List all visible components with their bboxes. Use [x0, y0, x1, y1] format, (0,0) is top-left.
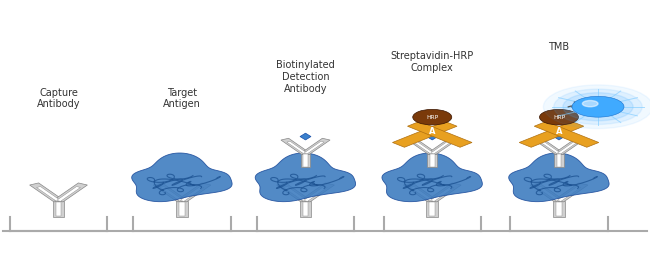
Bar [300, 153, 311, 167]
Polygon shape [382, 153, 482, 202]
Text: TMB: TMB [549, 42, 569, 52]
Text: HRP: HRP [553, 115, 565, 120]
Polygon shape [428, 138, 457, 154]
Polygon shape [404, 183, 437, 202]
Polygon shape [540, 141, 561, 154]
Polygon shape [430, 187, 454, 201]
Bar [430, 154, 435, 167]
Bar [300, 201, 311, 217]
Polygon shape [557, 141, 578, 154]
Text: Streptavidin-HRP
Complex: Streptavidin-HRP Complex [391, 51, 474, 73]
Bar [303, 154, 308, 167]
Polygon shape [281, 138, 309, 154]
Text: A: A [556, 127, 562, 136]
Polygon shape [255, 153, 356, 202]
Polygon shape [301, 183, 334, 202]
Text: HRP: HRP [426, 115, 438, 120]
Polygon shape [427, 133, 437, 140]
Polygon shape [54, 183, 87, 202]
Text: A: A [429, 127, 436, 136]
Polygon shape [519, 121, 584, 147]
Bar [427, 153, 437, 167]
Bar [554, 153, 564, 167]
Text: Target
Antigen: Target Antigen [163, 88, 201, 109]
Bar [176, 201, 188, 217]
Bar [553, 201, 565, 217]
Polygon shape [302, 138, 330, 154]
Polygon shape [554, 133, 564, 140]
Circle shape [413, 109, 452, 125]
Polygon shape [277, 183, 310, 202]
Polygon shape [160, 187, 184, 201]
Polygon shape [413, 141, 434, 154]
Circle shape [543, 85, 650, 129]
Polygon shape [393, 121, 457, 147]
Bar [55, 202, 61, 216]
Polygon shape [180, 187, 204, 201]
Bar [179, 202, 185, 216]
Polygon shape [534, 138, 563, 154]
Polygon shape [300, 133, 311, 140]
Polygon shape [177, 183, 211, 202]
Polygon shape [304, 141, 324, 154]
Polygon shape [30, 183, 63, 202]
Circle shape [572, 96, 624, 117]
Polygon shape [408, 138, 436, 154]
Polygon shape [530, 183, 564, 202]
Circle shape [554, 89, 642, 125]
Circle shape [540, 109, 578, 125]
Polygon shape [555, 138, 584, 154]
Polygon shape [287, 141, 307, 154]
Bar [53, 201, 64, 217]
Polygon shape [430, 141, 451, 154]
Polygon shape [283, 187, 307, 201]
Polygon shape [534, 121, 599, 147]
Bar [556, 202, 562, 216]
Polygon shape [408, 121, 472, 147]
Bar [426, 201, 438, 217]
Polygon shape [554, 183, 588, 202]
Polygon shape [557, 187, 581, 201]
Polygon shape [410, 187, 434, 201]
Polygon shape [132, 153, 232, 202]
Text: Capture
Antibody: Capture Antibody [37, 88, 80, 109]
Text: Biotinylated
Detection
Antibody: Biotinylated Detection Antibody [276, 60, 335, 94]
Polygon shape [428, 183, 461, 202]
Polygon shape [153, 183, 187, 202]
Circle shape [563, 93, 633, 121]
Polygon shape [36, 187, 60, 201]
Circle shape [582, 101, 598, 107]
Polygon shape [509, 153, 609, 202]
Bar [302, 202, 309, 216]
Polygon shape [537, 187, 561, 201]
Bar [556, 154, 562, 167]
Bar [430, 202, 436, 216]
Polygon shape [57, 187, 81, 201]
Polygon shape [304, 187, 328, 201]
